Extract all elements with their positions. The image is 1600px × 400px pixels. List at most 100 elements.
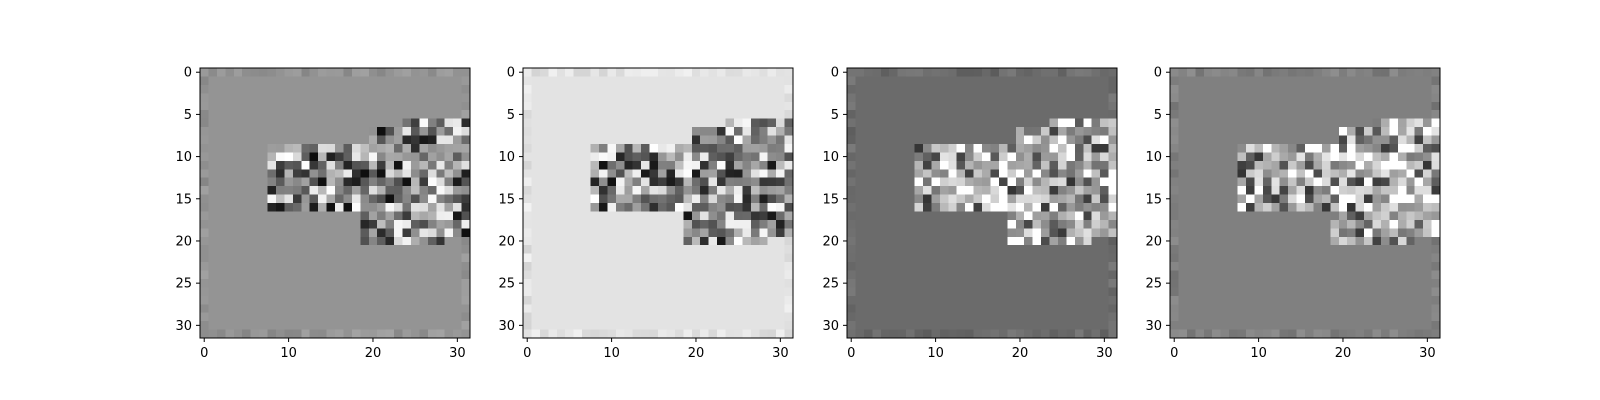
pixel [250, 93, 260, 103]
pixel [607, 93, 617, 103]
pixel [259, 135, 268, 145]
x-tick-label: 0 [847, 346, 855, 361]
pixel [402, 169, 412, 178]
pixel [973, 194, 983, 204]
pixel [914, 186, 924, 195]
pixel [683, 219, 693, 229]
pixel [658, 186, 667, 195]
pixel [598, 127, 608, 136]
pixel [225, 253, 235, 263]
pixel [847, 203, 856, 212]
pixel [1178, 295, 1188, 305]
pixel [326, 329, 336, 339]
pixel [973, 270, 983, 280]
pixel [360, 329, 370, 339]
pixel [1237, 93, 1247, 103]
pixel [666, 169, 676, 178]
pixel [208, 236, 218, 246]
pixel [965, 253, 974, 263]
pixel [847, 68, 856, 77]
pixel [1364, 177, 1373, 187]
pixel [847, 194, 856, 204]
pixel [1406, 101, 1415, 111]
pixel [523, 321, 532, 330]
pixel [259, 219, 268, 229]
pixel [1083, 84, 1092, 94]
pixel [965, 127, 974, 136]
pixel [1279, 262, 1289, 271]
pixel [1279, 219, 1289, 229]
pixel [847, 84, 856, 94]
pixel [767, 68, 777, 77]
pixel [607, 84, 617, 94]
pixel [906, 329, 915, 339]
pixel [208, 68, 218, 77]
pixel [750, 329, 760, 339]
pixel [742, 194, 752, 204]
pixel [233, 93, 243, 103]
pixel [880, 169, 890, 178]
pixel [1032, 211, 1042, 221]
pixel [1007, 177, 1017, 187]
pixel [641, 253, 650, 263]
pixel [847, 211, 856, 221]
pixel [897, 228, 907, 238]
pixel [759, 203, 768, 212]
pixel [225, 143, 235, 153]
pixel [419, 203, 429, 212]
pixel [419, 236, 429, 246]
pixel [1212, 84, 1221, 94]
pixel [1431, 321, 1441, 330]
pixel [1220, 253, 1230, 263]
pixel [259, 211, 268, 221]
pixel [573, 203, 583, 212]
pixel [1024, 118, 1033, 128]
pixel [1100, 84, 1109, 94]
pixel [872, 127, 882, 136]
pixel [419, 160, 429, 170]
pixel [982, 186, 991, 195]
pixel [998, 253, 1008, 263]
pixel [700, 203, 709, 212]
pixel [931, 295, 941, 305]
pixel [1262, 135, 1272, 145]
pixel [889, 84, 898, 94]
pixel [461, 76, 471, 86]
pixel [1389, 84, 1399, 94]
pixel [385, 321, 395, 330]
pixel [1170, 329, 1179, 339]
pixel [939, 278, 949, 288]
pixel [784, 219, 794, 229]
pixel [1178, 262, 1188, 271]
pixel [539, 329, 549, 339]
pixel [377, 194, 386, 204]
pixel [301, 203, 310, 212]
pixel [1057, 68, 1067, 77]
pixel [880, 127, 890, 136]
pixel [1195, 203, 1205, 212]
pixel [259, 329, 268, 339]
pixel [1195, 219, 1205, 229]
pixel [733, 135, 743, 145]
pixel [1220, 295, 1230, 305]
pixel [1389, 219, 1399, 229]
pixel [641, 169, 650, 178]
pixel [436, 143, 445, 153]
pixel [998, 127, 1008, 136]
pixel [990, 312, 1000, 322]
pixel [284, 135, 294, 145]
pixel [1364, 160, 1373, 170]
pixel [1212, 118, 1221, 128]
pixel [725, 304, 735, 313]
pixel [1364, 295, 1373, 305]
pixel [1032, 228, 1042, 238]
pixel [733, 228, 743, 238]
pixel [615, 127, 625, 136]
pixel [523, 312, 532, 322]
pixel [1406, 278, 1415, 288]
pixel [1262, 84, 1272, 94]
pixel [436, 76, 445, 86]
pixel [1279, 312, 1289, 322]
pixel [1083, 236, 1092, 246]
pixel [1024, 152, 1033, 162]
